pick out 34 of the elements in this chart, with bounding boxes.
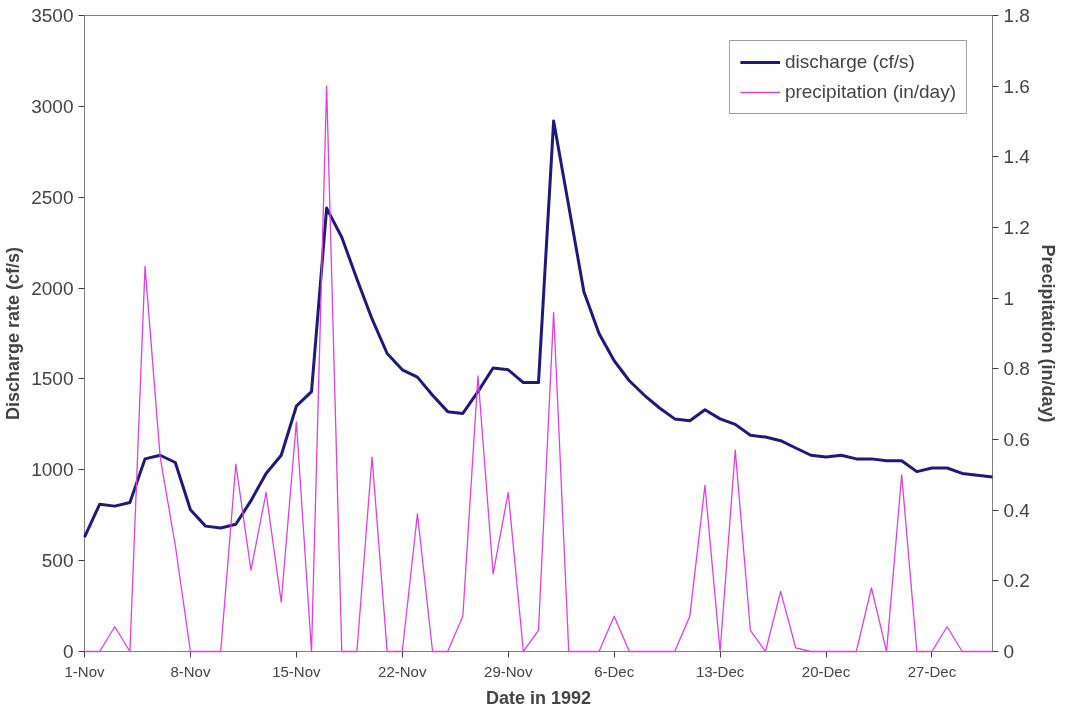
x-axis-title: Date in 1992 — [485, 687, 592, 708]
y2-tick-label: 0.2 — [1003, 570, 1030, 592]
y-tick-label: 0 — [62, 641, 74, 662]
y2-axis-title: Precipitation (in/day) — [1037, 244, 1058, 423]
y2-tick-label: 0.4 — [1003, 499, 1031, 521]
x-tick-label: 6-Dec — [594, 662, 635, 680]
y2-tick-label: 1.4 — [1003, 146, 1031, 168]
y-tick-label: 3500 — [31, 5, 74, 26]
y2-tick-label: 0.6 — [1003, 429, 1030, 450]
y2-tick-label: 0.8 — [1003, 358, 1030, 380]
y-tick-label: 3000 — [31, 95, 74, 117]
y-tick-label: 500 — [41, 550, 74, 572]
y-tick-label: 1000 — [31, 459, 74, 481]
y-tick-label: 2500 — [31, 186, 74, 208]
x-tick-label: 13-Dec — [695, 662, 745, 680]
y2-tick-label: 1.2 — [1003, 217, 1030, 238]
line-series — [83, 119, 994, 539]
legend-label: precipitation (in/day) — [784, 81, 956, 103]
line-series — [83, 85, 994, 653]
y2-tick-label: 1.6 — [1003, 75, 1030, 97]
x-tick-label: 8-Nov — [170, 662, 211, 680]
x-tick-label: 1-Nov — [64, 662, 106, 680]
y2-tick-label: 0 — [1003, 641, 1015, 662]
x-tick-label: 20-Dec — [801, 662, 851, 680]
x-tick-label: 22-Nov — [378, 662, 427, 680]
x-tick-label: 27-Dec — [907, 662, 957, 680]
y-tick-label: 2000 — [31, 277, 74, 299]
x-tick-label: 29-Nov — [484, 662, 533, 680]
legend-label: discharge (cf/s) — [784, 51, 915, 73]
y-tick-label: 1500 — [31, 368, 74, 390]
y2-tick-label: 1.8 — [1003, 5, 1030, 26]
x-tick-label: 15-Nov — [272, 662, 322, 680]
y-axis-title: Discharge rate (cf/s) — [3, 246, 24, 421]
y2-tick-label: 1 — [1003, 287, 1015, 309]
